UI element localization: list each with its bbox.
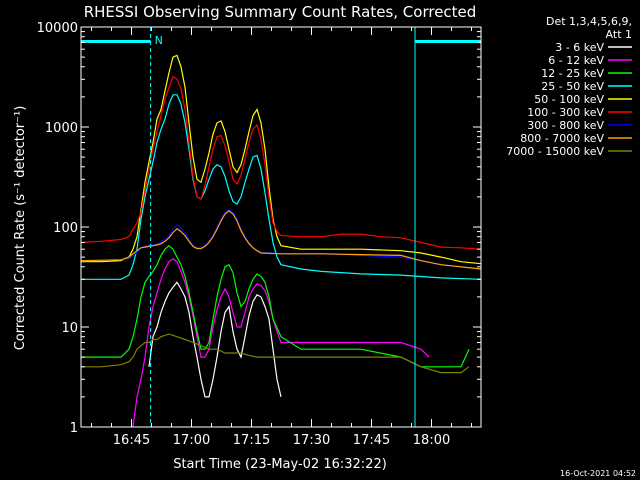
series-line — [81, 333, 470, 374]
legend-entry-label: 25 - 50 keV — [541, 80, 604, 93]
plot-lines-group — [80, 54, 482, 428]
x-axis-ticks: 16:45 17:00 17:15 17:30 17:45 18:00 — [91, 27, 473, 448]
legend-entry-label: 100 - 300 keV — [527, 106, 604, 119]
x-tick-label: 17:15 — [233, 433, 270, 448]
legend-entry-label: 3 - 6 keV — [555, 41, 604, 54]
series-line — [148, 281, 282, 398]
series-line — [80, 208, 482, 270]
attenuator-label: N — [155, 34, 163, 47]
legend-header-line-2: Att 1 — [606, 28, 632, 41]
y-axis-label: Corrected Count Rate (s⁻¹ detector⁻¹) — [13, 106, 28, 351]
attenuator-bar — [81, 40, 151, 43]
x-tick-label: 18:00 — [413, 433, 450, 448]
y-tick-label: 10 — [61, 321, 78, 336]
x-tick-label: 16:45 — [113, 433, 150, 448]
legend-entry-label: 800 - 7000 keV — [520, 132, 604, 145]
y-tick-label: 1 — [70, 421, 78, 436]
legend-entry-label: 300 - 800 keV — [527, 119, 604, 132]
series-line — [80, 210, 482, 270]
legend-entry-label: 7000 - 15000 keV — [506, 145, 604, 158]
series-line — [81, 244, 470, 368]
legend-header-line-1: Det 1,3,4,5,6,9, — [546, 15, 632, 28]
y-tick-label: 100 — [53, 221, 78, 236]
x-tick-label: 17:45 — [353, 433, 390, 448]
y-tick-label: 1000 — [45, 121, 78, 136]
legend-entry-label: 50 - 100 keV — [534, 93, 604, 106]
legend-entry-label: 6 - 12 keV — [548, 54, 604, 67]
x-tick-label: 17:00 — [173, 433, 210, 448]
chart-title: RHESSI Observing Summary Count Rates, Co… — [84, 3, 477, 21]
generation-timestamp: 16-Oct-2021 04:52 — [560, 469, 636, 478]
series-line — [80, 75, 482, 250]
y-tick-label: 10000 — [37, 21, 78, 36]
legend-entry-label: 12 - 25 keV — [541, 67, 604, 80]
x-tick-label: 17:30 — [293, 433, 330, 448]
series-line — [81, 54, 482, 265]
series-line — [81, 94, 482, 280]
x-axis-label: Start Time (23-May-02 16:32:22) — [173, 457, 387, 472]
y-axis-ticks: 1 10 100 1000 10000 — [37, 21, 481, 436]
attenuator-bar — [415, 40, 481, 43]
